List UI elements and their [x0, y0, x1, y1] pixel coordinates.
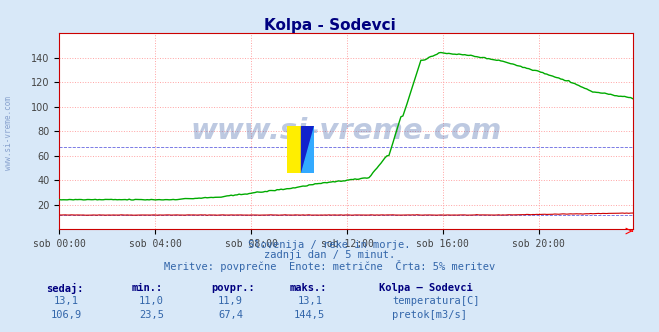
Text: 11,0: 11,0: [139, 296, 164, 306]
Text: www.si-vreme.com: www.si-vreme.com: [190, 117, 501, 145]
Text: 106,9: 106,9: [50, 310, 82, 320]
Text: 67,4: 67,4: [218, 310, 243, 320]
Text: Slovenija / reke in morje.: Slovenija / reke in morje.: [248, 240, 411, 250]
Text: 144,5: 144,5: [294, 310, 326, 320]
PathPatch shape: [301, 126, 314, 173]
Text: 11,9: 11,9: [218, 296, 243, 306]
Bar: [301, 126, 314, 173]
Text: zadnji dan / 5 minut.: zadnji dan / 5 minut.: [264, 250, 395, 260]
Text: 13,1: 13,1: [53, 296, 78, 306]
Text: min.:: min.:: [132, 283, 163, 293]
Text: sedaj:: sedaj:: [46, 283, 84, 294]
Text: Kolpa - Sodevci: Kolpa - Sodevci: [264, 18, 395, 33]
Bar: [287, 126, 301, 173]
Text: temperatura[C]: temperatura[C]: [392, 296, 480, 306]
Text: maks.:: maks.:: [290, 283, 328, 293]
Text: pretok[m3/s]: pretok[m3/s]: [392, 310, 467, 320]
Text: Meritve: povprečne  Enote: metrične  Črta: 5% meritev: Meritve: povprečne Enote: metrične Črta:…: [164, 260, 495, 272]
Text: Kolpa – Sodevci: Kolpa – Sodevci: [379, 283, 473, 293]
Text: 23,5: 23,5: [139, 310, 164, 320]
Text: www.si-vreme.com: www.si-vreme.com: [4, 96, 13, 170]
Text: povpr.:: povpr.:: [211, 283, 254, 293]
Text: 13,1: 13,1: [297, 296, 322, 306]
